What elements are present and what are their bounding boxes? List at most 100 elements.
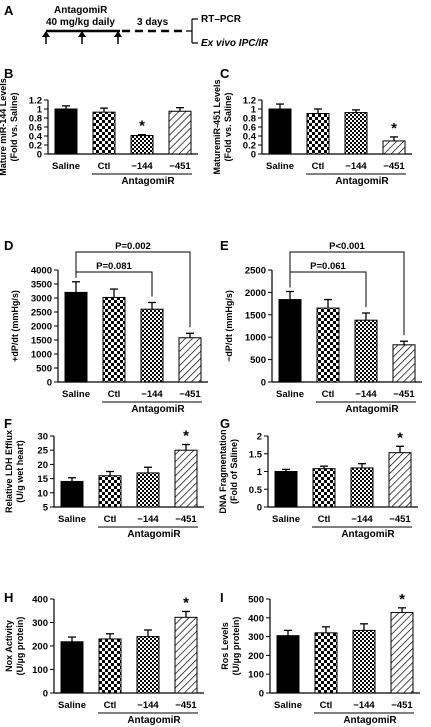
y-tick-label: 0.8 (243, 114, 256, 125)
x-tick-label: Ctl (312, 161, 325, 172)
y-tick-label: 0 (251, 150, 256, 161)
y-axis-label: (U/µg protein) (15, 617, 25, 676)
y-axis-label: (U/g wet heart) (15, 440, 25, 503)
p-value-label: P=0.002 (115, 241, 151, 252)
x-tick-label: −451 (391, 700, 413, 711)
chart-c: C 00.20.40.60.811.2 MaturemiR-451 Levels (F… (212, 66, 412, 187)
x-tick-label: −451 (389, 514, 411, 525)
x-tick-label: Ctl (322, 389, 335, 400)
y-axis-label: (Fold vs. Saline) (9, 92, 19, 161)
bar (54, 108, 78, 155)
y-axis-label: −dP/dt (mmHg/s) (224, 290, 234, 362)
p-value-label: P<0.001 (329, 241, 365, 252)
panel-label-g: G (220, 416, 230, 431)
panel-label-f: F (4, 416, 12, 431)
panel-label-i: I (220, 590, 224, 605)
injection-arrow-icon (78, 31, 86, 44)
y-tick-label: 2 (257, 432, 262, 443)
y-tick-label: 0.6 (29, 123, 42, 134)
significance-star: * (399, 591, 405, 608)
y-tick-label: 1 (37, 105, 43, 116)
y-axis-label: +dP/dt (mmHg/s) (10, 290, 20, 362)
y-axis-label: Mature miR-144 Levels (0, 78, 8, 176)
x-tick-label: −451 (169, 161, 191, 172)
group-label: AntagomiR (343, 715, 397, 726)
comparison-bracket (75, 251, 191, 328)
bar (306, 113, 330, 155)
y-tick-label: 0.5 (249, 485, 263, 496)
group-label: AntagomiR (127, 715, 181, 726)
group-label: AntagomiR (121, 176, 175, 187)
panel-label-b: B (4, 66, 13, 81)
x-tick-label: −144 (137, 700, 159, 711)
chart-i: I 0 100 200 300 400 500 Ros Levels (U/µg protein… (220, 590, 420, 726)
bar (276, 635, 300, 694)
y-tick-label: 10 (37, 488, 48, 499)
y-tick-label: 1 (251, 105, 257, 116)
y-tick-label: 3000 (31, 294, 52, 305)
bar (312, 468, 336, 508)
y-tick-label: 1000 (31, 350, 52, 361)
x-tick-label: −144 (345, 161, 367, 172)
significance-star: * (183, 428, 189, 445)
bar (388, 452, 412, 508)
y-tick-label: 1.5 (249, 449, 263, 460)
y-axis-label: DNA Fragmentation (218, 429, 228, 513)
chart-d: D 0 500 1000 1500 2000 2500 3000 3500 4000 +dP/dt … (4, 238, 208, 415)
bar (136, 636, 160, 694)
y-tick-label: 1.2 (243, 96, 256, 107)
bar (140, 308, 164, 383)
bar (314, 632, 338, 694)
y-axis-label: Nox Activity (4, 620, 14, 672)
bar (278, 299, 302, 383)
bar (136, 472, 160, 508)
y-tick-label: 0 (47, 378, 52, 389)
outcome-ipc: Ex vivo IPC/IR (201, 38, 269, 49)
y-tick-label: 4000 (31, 266, 52, 277)
y-tick-label: 0 (37, 150, 42, 161)
injection-arrow-icon (114, 31, 122, 44)
bar (344, 112, 368, 155)
y-tick-label: 3500 (31, 280, 52, 291)
y-tick-label: 25 (37, 446, 48, 457)
bar (102, 296, 126, 383)
y-tick-label: 2000 (31, 322, 52, 333)
schematic-dose: 40 mg/kg daily (46, 17, 115, 28)
schematic-title: AntagomiR (54, 5, 108, 16)
significance-star: * (397, 429, 403, 446)
y-tick-label: 2000 (245, 288, 266, 299)
outcome-bracket (186, 18, 198, 44)
x-tick-label: Saline (58, 700, 86, 711)
injection-arrow-icon (42, 31, 50, 44)
x-tick-label: −451 (383, 161, 405, 172)
bar (316, 307, 340, 383)
group-label: AntagomiR (127, 529, 181, 540)
x-tick-label: −451 (179, 389, 201, 400)
y-tick-label: 15 (37, 474, 48, 485)
x-tick-label: Ctl (104, 700, 117, 711)
y-tick-label: 100 (32, 665, 48, 676)
schematic-panel: A AntagomiR 40 mg/kg daily 3 days RT–PCR… (4, 3, 269, 49)
x-tick-label: Saline (274, 700, 302, 711)
x-tick-label: Ctl (104, 514, 117, 525)
y-tick-label: 1 (257, 467, 263, 478)
y-tick-label: 5 (43, 503, 49, 514)
significance-star: * (183, 594, 189, 611)
x-tick-label: Ctl (108, 389, 121, 400)
y-tick-label: 30 (37, 432, 48, 443)
bar (174, 616, 198, 694)
bar (98, 475, 122, 508)
bar (64, 291, 88, 383)
group-label: AntagomiR (345, 404, 399, 415)
x-tick-label: −144 (355, 389, 377, 400)
y-tick-label: 500 (36, 364, 52, 375)
y-tick-label: 400 (248, 613, 264, 624)
x-tick-label: −144 (131, 161, 153, 172)
x-tick-label: Ctl (318, 514, 331, 525)
x-tick-label: −451 (175, 700, 197, 711)
y-tick-label: 0.6 (243, 123, 256, 134)
x-tick-label: Saline (62, 389, 90, 400)
bar (92, 111, 116, 155)
